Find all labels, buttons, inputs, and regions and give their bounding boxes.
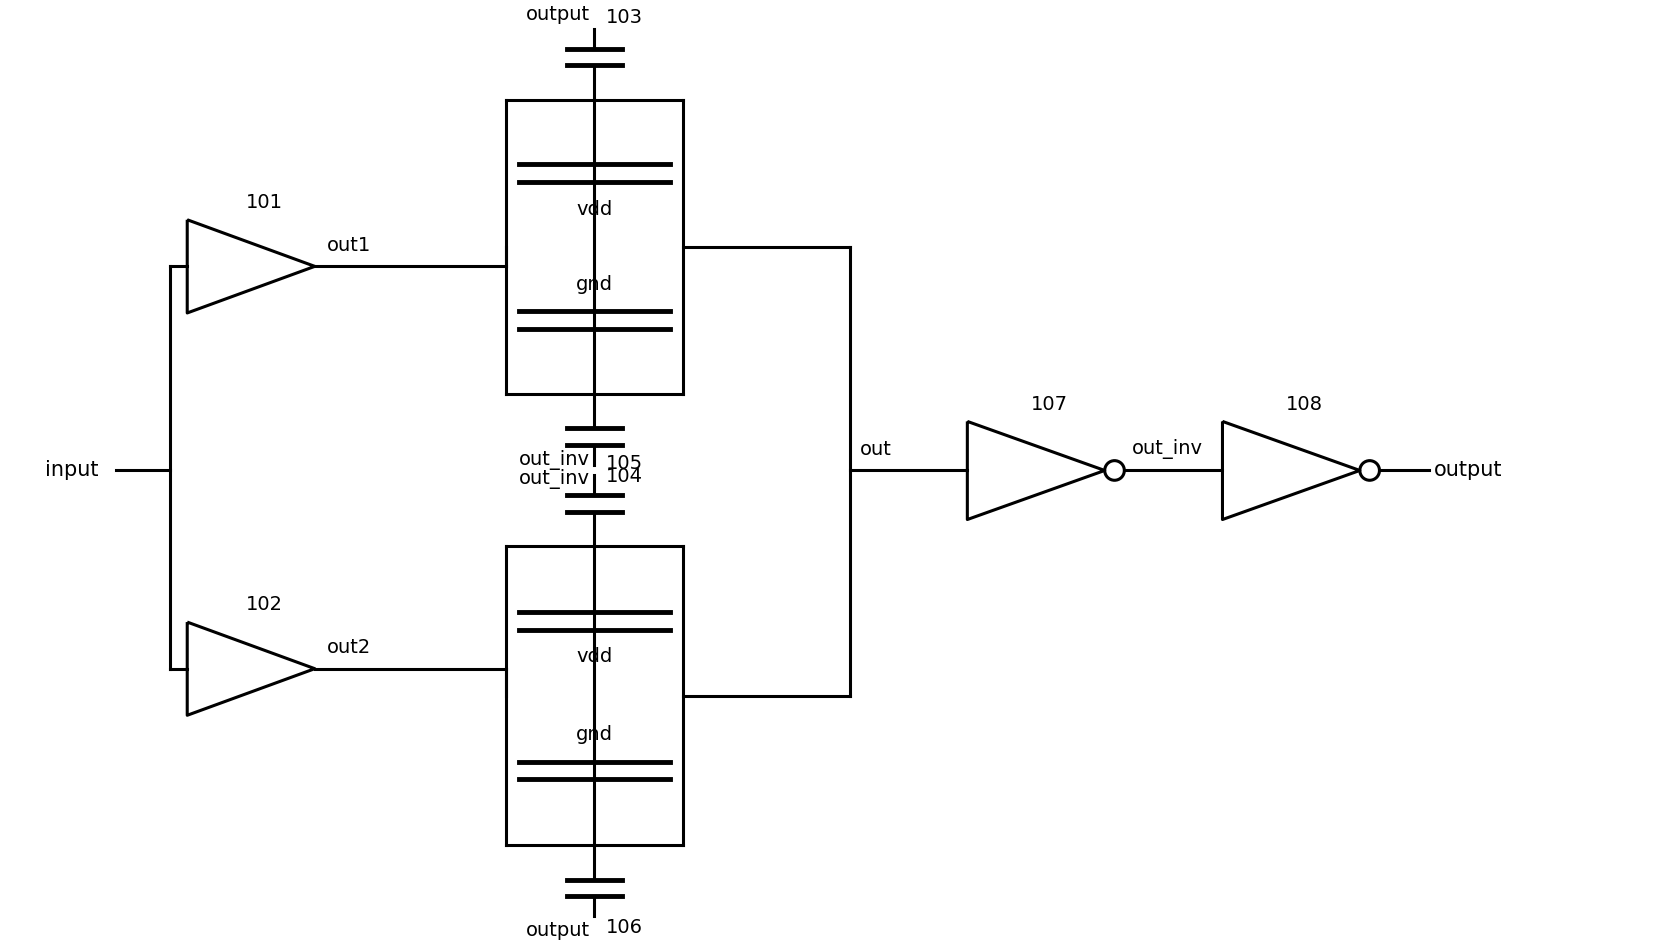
Text: out_inv: out_inv [518,469,589,490]
Text: output: output [525,920,589,940]
Text: 104: 104 [606,466,642,485]
Text: output: output [1433,461,1501,480]
Text: 105: 105 [606,454,644,473]
Text: 103: 103 [606,8,642,27]
Text: out_inv: out_inv [1132,439,1203,459]
Text: 107: 107 [1031,395,1067,413]
Text: out_inv: out_inv [518,450,589,470]
Text: 102: 102 [247,596,283,615]
Text: gnd: gnd [576,725,612,744]
Text: out2: out2 [326,638,371,657]
Text: output: output [525,5,589,24]
Text: input: input [45,461,98,480]
Text: vdd: vdd [576,199,612,219]
Text: out1: out1 [326,236,371,255]
Text: vdd: vdd [576,648,612,666]
Text: 106: 106 [606,918,642,937]
Text: gnd: gnd [576,275,612,294]
Text: 108: 108 [1286,395,1322,413]
Text: 101: 101 [247,193,283,211]
Text: out: out [859,440,890,459]
